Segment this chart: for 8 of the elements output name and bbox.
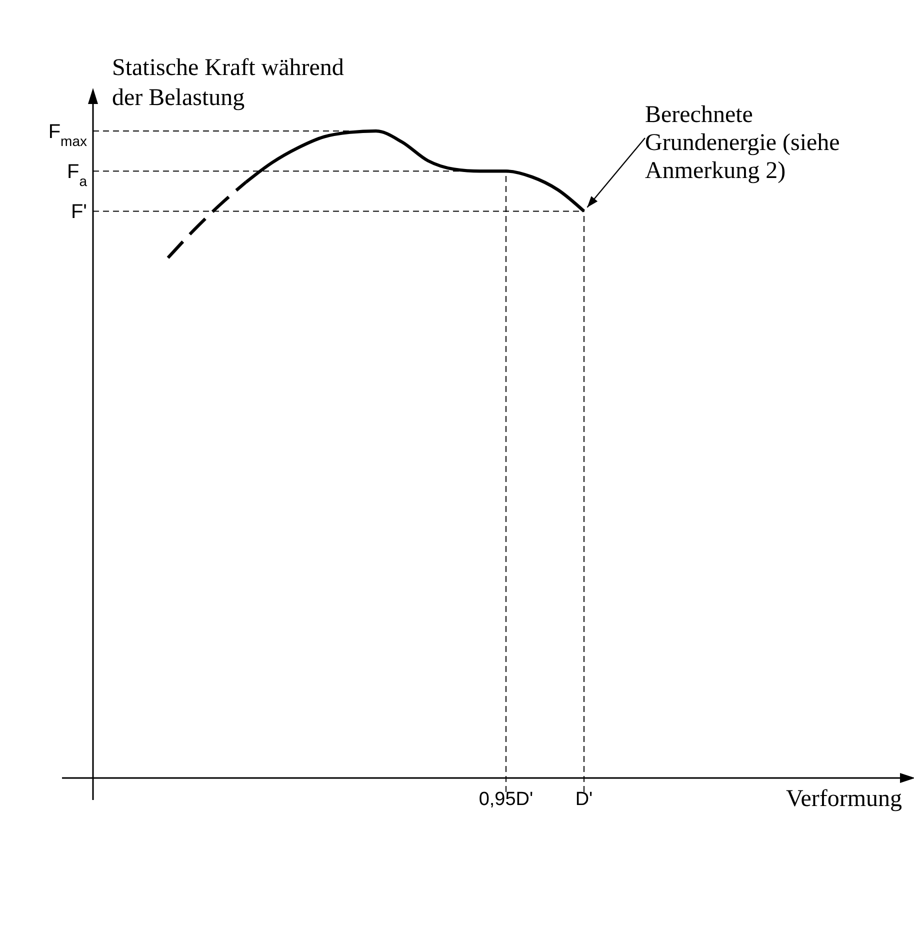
ref-line-label: F'	[70, 201, 87, 224]
x-tick-label: D'	[575, 789, 593, 810]
y-axis-title: Statische Kraft während der Belastung	[112, 55, 344, 111]
x-tick-label: 0,95D'	[478, 789, 534, 810]
x-axis-title: Verformung	[786, 786, 902, 812]
ref-line-label: F$_{a}$	[66, 161, 88, 190]
ref-line-label: F$_{max}$	[48, 121, 87, 149]
annotation: Berechnete Grundenergie (siehe Anmerkung 2)	[645, 102, 840, 184]
